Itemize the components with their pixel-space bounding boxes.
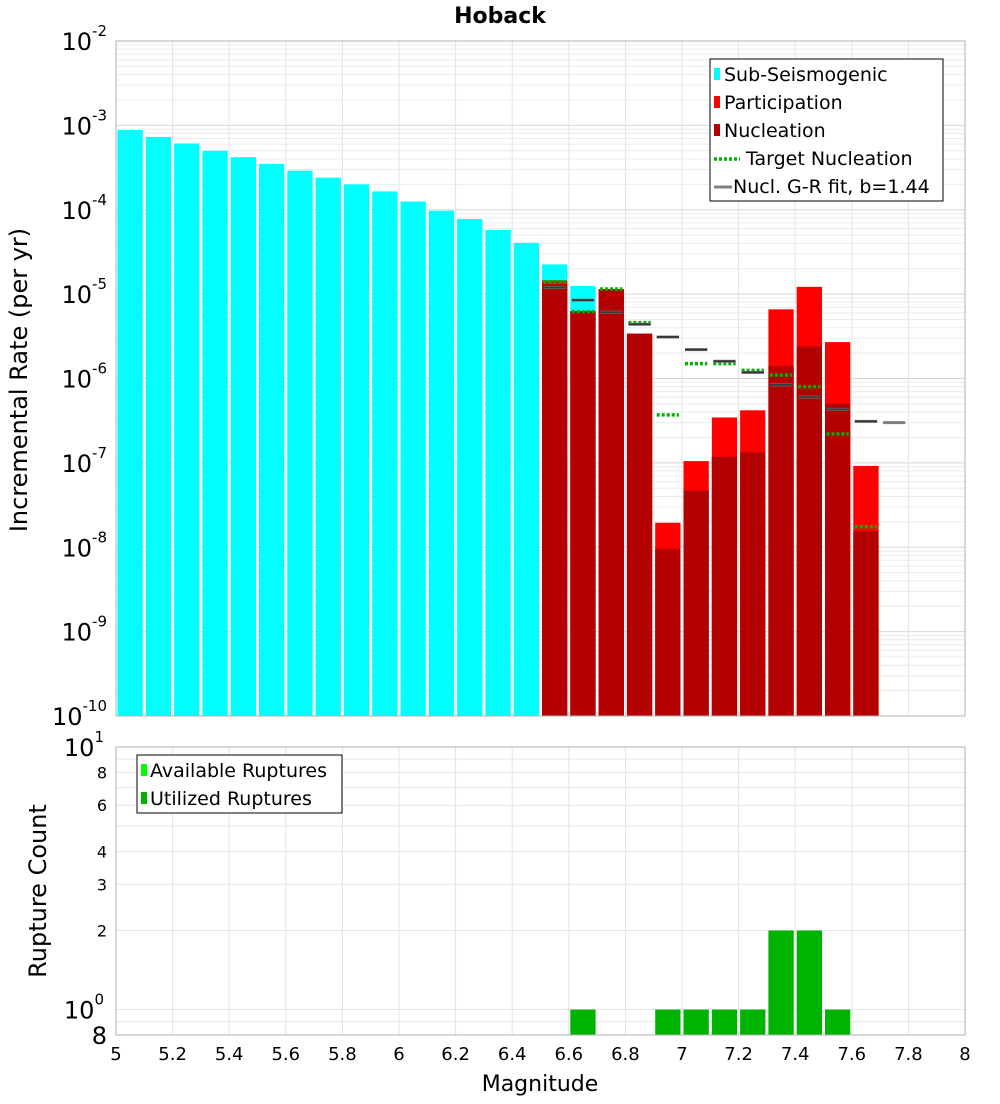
top-y-tick-label: 10-4 xyxy=(61,191,107,225)
nucleation-bar xyxy=(655,548,681,716)
nucleation-bar xyxy=(683,490,709,716)
nucleation-bar xyxy=(768,366,794,716)
x-tick-label: 7.6 xyxy=(837,1044,866,1065)
x-tick-label: 5.4 xyxy=(215,1044,244,1065)
bottom-y-tick-label: 8 xyxy=(92,1022,107,1050)
bottom-y-tick-label: 6 xyxy=(97,796,107,815)
sub-seismogenic-bar xyxy=(287,170,313,716)
bottom-y-tick-label: 3 xyxy=(97,875,107,894)
top-y-tick-label: 10-9 xyxy=(61,613,107,647)
legend-label: Sub-Seismogenic xyxy=(724,64,888,86)
x-tick-label: 7.8 xyxy=(894,1044,923,1065)
utilized-rupture-bar xyxy=(711,1009,738,1035)
sub-seismogenic-bar xyxy=(230,157,256,717)
legend-label: Nucl. G-R fit, b=1.44 xyxy=(733,176,930,198)
x-tick-label: 7.4 xyxy=(781,1044,810,1065)
legend-swatch xyxy=(714,124,720,136)
x-tick-label: 6.2 xyxy=(441,1044,470,1065)
legend-swatch xyxy=(141,764,147,776)
sub-seismogenic-bar xyxy=(343,184,370,717)
bottom-y-tick-label: 100 xyxy=(64,991,104,1025)
nucleation-bar xyxy=(598,289,624,716)
legend-label: Available Ruptures xyxy=(150,760,327,782)
utilized-rupture-bar xyxy=(740,1009,766,1035)
x-tick-label: 5.8 xyxy=(328,1044,357,1065)
sub-seismogenic-bar xyxy=(315,177,341,716)
bottom-y-tick-label: 101 xyxy=(64,728,104,762)
utilized-rupture-bar xyxy=(796,930,822,1035)
utilized-rupture-bar xyxy=(655,1009,681,1035)
top-y-tick-label: 10-2 xyxy=(61,22,107,56)
sub-seismogenic-bar xyxy=(372,191,398,717)
x-tick-label: 6.6 xyxy=(554,1044,583,1065)
legend-swatch xyxy=(714,68,720,80)
chart-title: Hoback xyxy=(454,4,547,29)
sub-seismogenic-bar xyxy=(428,210,455,716)
legend-label: Participation xyxy=(724,92,843,114)
x-tick-label: 5 xyxy=(110,1044,121,1065)
top-y-tick-label: 10-10 xyxy=(52,697,107,731)
rupture-bar-group xyxy=(570,930,851,1035)
x-tick-label: 7.2 xyxy=(724,1044,753,1065)
nucleation-bar xyxy=(853,531,879,716)
sub-seismogenic-bar xyxy=(117,130,143,717)
x-tick-label: 5.2 xyxy=(158,1044,187,1065)
bottom-y-tick-label: 8 xyxy=(97,763,107,782)
top-y-axis-label: Incremental Rate (per yr) xyxy=(5,228,33,532)
legend-label: Target Nucleation xyxy=(745,148,913,170)
bottom-y-tick-label: 2 xyxy=(97,922,107,941)
sub-seismogenic-bar xyxy=(457,219,483,717)
nucleation-bar xyxy=(542,284,568,716)
top-y-tick-label: 10-7 xyxy=(61,444,107,478)
legend-swatch xyxy=(714,96,720,108)
sub-seismogenic-bar xyxy=(400,201,426,716)
x-tick-label: 5.6 xyxy=(271,1044,300,1065)
nucleation-bar xyxy=(796,346,822,716)
sub-seismogenic-bar xyxy=(174,143,200,716)
top-legend-box xyxy=(709,58,944,202)
nucleation-bar xyxy=(570,311,596,716)
gr-fit-group xyxy=(543,285,906,425)
sub-seismogenic-bar xyxy=(513,242,539,717)
bottom-legend: Available Ruptures Utilized Ruptures xyxy=(136,754,343,814)
nucleation-bar xyxy=(626,333,653,716)
bottom-legend-box xyxy=(136,754,343,814)
utilized-rupture-bar xyxy=(825,1009,851,1035)
x-tick-label: 6 xyxy=(393,1044,404,1065)
bottom-y-tick-label: 4 xyxy=(97,842,107,861)
top-y-tick-label: 10-3 xyxy=(61,106,107,140)
utilized-rupture-bar xyxy=(570,1009,596,1035)
sub-seismogenic-bar xyxy=(259,163,285,717)
nucleation-tick-group xyxy=(543,286,878,423)
nucleation-bar xyxy=(711,456,738,716)
top-y-tick-label: 10-8 xyxy=(61,528,107,562)
x-tick-label: 6.8 xyxy=(611,1044,640,1065)
sub-seismogenic-bar xyxy=(485,230,511,717)
x-tick-label: 6.4 xyxy=(498,1044,527,1065)
legend-label: Utilized Ruptures xyxy=(150,788,312,810)
nucleation-bar xyxy=(825,403,851,716)
legend-label: Nucleation xyxy=(724,120,826,142)
x-axis-label: Magnitude xyxy=(482,1072,599,1097)
x-tick-label: 7 xyxy=(676,1044,687,1065)
top-y-tick-label: 10-6 xyxy=(61,360,107,394)
sub-seismogenic-bar-group xyxy=(117,130,596,717)
top-y-tick-label: 10-5 xyxy=(61,275,107,309)
bottom-plot-frame xyxy=(115,746,966,1036)
bottom-y-axis-label: Rupture Count xyxy=(24,804,52,978)
nucleation-bar xyxy=(740,452,766,716)
target-nucleation-group xyxy=(543,280,878,529)
utilized-rupture-bar xyxy=(768,930,794,1035)
x-tick-label: 8 xyxy=(959,1044,970,1065)
utilized-rupture-bar xyxy=(683,1009,709,1035)
top-plot-frame xyxy=(115,40,966,717)
top-legend: Sub-Seismogenic Participation Nucleation Ta… xyxy=(709,58,944,202)
legend-swatch xyxy=(141,792,147,804)
nucleation-bar-group xyxy=(542,284,879,716)
sub-seismogenic-bar xyxy=(202,150,228,716)
top-grid xyxy=(115,41,966,717)
sub-seismogenic-bar xyxy=(145,136,172,717)
